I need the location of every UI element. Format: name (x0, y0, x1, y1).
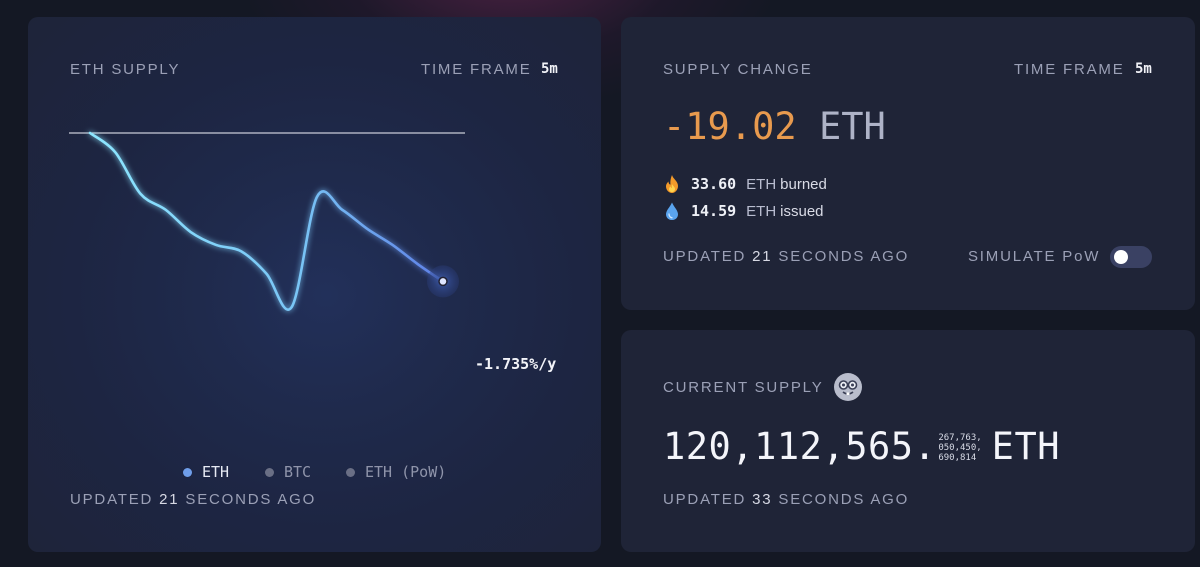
updated-suffix: SECONDS AGO (778, 491, 910, 508)
supply-chart[interactable] (28, 17, 601, 457)
updated-suffix: SECONDS AGO (778, 248, 910, 265)
card-title: SUPPLY CHANGE (663, 61, 813, 78)
issued-unit: ETH (746, 202, 777, 220)
updated-prefix: UPDATED (70, 491, 154, 508)
chart-end-value: -1.735%/y (475, 355, 557, 373)
current-supply-value: 120,112,565. 267,763, 050,450, 690,814 E… (663, 425, 1060, 468)
legend-dot (265, 467, 274, 477)
legend-item-btc[interactable]: BTC (265, 463, 311, 481)
burned-value: 33.60 (691, 175, 737, 193)
nerd-face-icon (833, 373, 862, 401)
change-unit: ETH (818, 105, 886, 148)
time-frame-selector[interactable]: 5m (1135, 61, 1152, 77)
eth-supply-card: ETH SUPPLY TIME FRAME 5m -1.735%/y ETH (28, 17, 601, 552)
current-supply-card: CURRENT SUPPLY 120,112,565. 267,763, 050… (621, 330, 1195, 552)
time-frame-selector[interactable]: 5m (541, 61, 558, 77)
updated-value: 21 (752, 248, 773, 265)
time-frame-label: TIME FRAME (421, 61, 532, 78)
supply-change-amount: -19.02 ETH (663, 105, 886, 148)
burned-unit: ETH (746, 175, 777, 193)
supply-decimals-line: 267,763, (938, 432, 982, 443)
toggle-knob (1114, 250, 1128, 264)
card-title: ETH SUPPLY (70, 61, 181, 78)
issued-value: 14.59 (691, 202, 737, 220)
issued-label: issued (780, 202, 824, 220)
updated-prefix: UPDATED (663, 491, 747, 508)
card-header: CURRENT SUPPLY (663, 373, 862, 401)
issued-row: 14.59 ETH issued (663, 201, 824, 221)
burned-row: 33.60 ETH burned (663, 174, 827, 194)
supply-unit: ETH (991, 425, 1060, 468)
updated-status: UPDATED 33 SECONDS AGO (663, 491, 909, 508)
legend-item-eth[interactable]: ETH (183, 463, 229, 481)
legend-dot (183, 467, 192, 477)
supply-integer: 120,112,565. (663, 425, 937, 468)
legend-label: ETH (PoW) (365, 463, 447, 481)
updated-prefix: UPDATED (663, 248, 747, 265)
fire-icon (666, 175, 678, 193)
end-point-marker[interactable] (438, 276, 448, 287)
supply-decimals-line: 050,450, (938, 442, 982, 453)
burned-label: burned (780, 175, 827, 193)
updated-suffix: SECONDS AGO (185, 491, 317, 508)
updated-status: UPDATED 21 SECONDS AGO (663, 248, 909, 265)
time-frame-label: TIME FRAME (1014, 61, 1125, 78)
legend-label: BTC (284, 463, 312, 481)
updated-value: 21 (159, 491, 180, 508)
droplet-icon (666, 202, 678, 220)
legend-item-eth-pow[interactable]: ETH (PoW) (346, 463, 446, 481)
simulate-pow-label: SIMULATE PoW (968, 248, 1101, 265)
chart-end-label: -1.735%/y (475, 355, 556, 373)
series-line-eth (88, 131, 445, 311)
card-title: CURRENT SUPPLY (663, 378, 824, 396)
supply-change-card: SUPPLY CHANGE TIME FRAME 5m -19.02 ETH 3… (621, 17, 1195, 310)
supply-decimals-line: 690,814 (938, 452, 977, 463)
updated-value: 33 (752, 491, 773, 508)
updated-status: UPDATED 21 SECONDS AGO (70, 491, 316, 508)
change-value: -19.02 (663, 105, 797, 148)
legend-dot (346, 467, 355, 477)
simulate-pow-toggle[interactable] (1110, 246, 1152, 268)
supply-decimals: 267,763, 050,450, 690,814 (938, 433, 981, 463)
legend-label: ETH (202, 463, 230, 481)
